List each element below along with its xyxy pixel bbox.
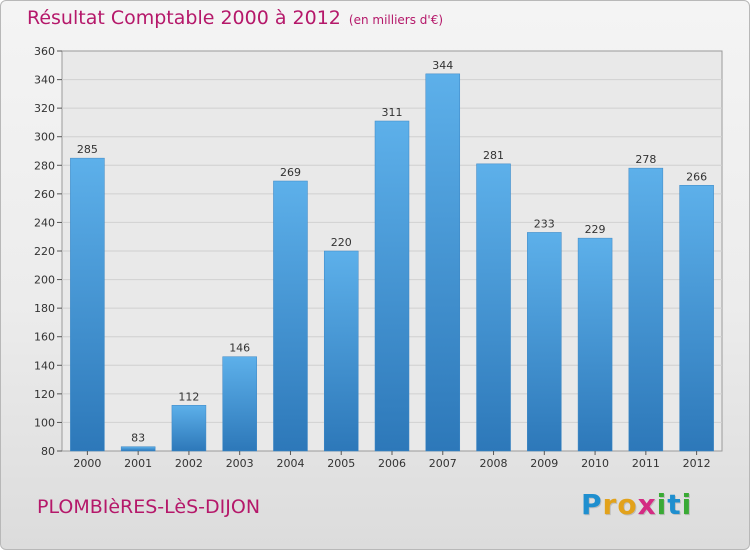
logo-letter: r <box>602 488 618 521</box>
bar-2003 <box>222 356 257 452</box>
x-tick-label-2005: 2005 <box>327 457 355 470</box>
data-label-2010: 229 <box>585 223 606 236</box>
logo-letter: t <box>667 488 682 521</box>
x-tick-label-2009: 2009 <box>530 457 558 470</box>
x-tick-label-2002: 2002 <box>175 457 203 470</box>
x-tick-label-2004: 2004 <box>276 457 304 470</box>
data-label-2004: 269 <box>280 166 301 179</box>
bar-2009 <box>527 232 562 452</box>
y-tick-label: 180 <box>34 302 55 315</box>
bar-2000 <box>70 157 105 452</box>
bar-2011 <box>628 167 664 452</box>
bar-2007 <box>425 73 461 452</box>
bars <box>70 73 714 452</box>
bar-2010 <box>577 237 613 452</box>
data-label-2007: 344 <box>432 59 453 72</box>
y-tick-label: 360 <box>34 45 55 58</box>
x-tick-label-2001: 2001 <box>124 457 152 470</box>
x-axis-ticks: 2000 2001 2002 2003 2004 2005 2006 2007 2008 2009… <box>73 451 711 470</box>
y-tick-label: 120 <box>34 388 55 401</box>
x-tick-label-2008: 2008 <box>480 457 508 470</box>
bar-2004 <box>273 180 308 452</box>
y-tick-label: 80 <box>41 445 55 458</box>
bar-2006 <box>374 120 410 452</box>
title-text: Résultat Comptable 2000 à 2012 <box>27 7 341 29</box>
y-tick-label: 200 <box>34 274 55 287</box>
chart-subtitle: (en milliers d'€) <box>348 13 444 27</box>
logo-letter: x <box>637 488 657 521</box>
y-tick-label: 100 <box>34 416 55 429</box>
data-label-2006: 311 <box>382 106 403 119</box>
x-tick-label-2007: 2007 <box>429 457 457 470</box>
y-tick-label: 240 <box>34 216 55 229</box>
x-tick-label-2006: 2006 <box>378 457 406 470</box>
x-tick-label-2011: 2011 <box>632 457 660 470</box>
logo-letter: i <box>656 488 668 521</box>
bar-2012 <box>679 185 714 452</box>
data-label-2011: 278 <box>635 153 656 166</box>
logo-letter: o <box>617 488 638 521</box>
y-tick-label: 160 <box>34 331 55 344</box>
y-tick-label: 140 <box>34 359 55 372</box>
y-tick-label: 340 <box>34 74 55 87</box>
data-label-2002: 112 <box>178 390 199 403</box>
y-tick-label: 220 <box>34 245 55 258</box>
data-label-2005: 220 <box>331 236 352 249</box>
chart-title: Résultat Comptable 2000 à 2012 (en millie… <box>27 7 443 29</box>
town-name: PLOMBIèRES-LèS-DIJON <box>37 496 261 518</box>
data-label-2003: 146 <box>229 342 250 355</box>
x-tick-label-2003: 2003 <box>226 457 254 470</box>
logo-letter: P <box>581 488 603 521</box>
bar-2001 <box>120 446 156 452</box>
data-label-2012: 266 <box>686 170 707 183</box>
data-label-2000: 285 <box>77 143 98 156</box>
bar-2002 <box>171 405 207 452</box>
data-label-2008: 281 <box>483 149 504 162</box>
x-tick-label-2010: 2010 <box>581 457 609 470</box>
logo-letter: i <box>681 488 693 521</box>
data-labels: 285 83 112 146 269 220 311 344 281 233 229 278 266 <box>77 59 707 445</box>
y-tick-label: 320 <box>34 102 55 115</box>
bar-2005 <box>323 250 359 452</box>
data-label-2001: 83 <box>131 432 145 445</box>
y-tick-label: 300 <box>34 131 55 144</box>
y-tick-label: 280 <box>34 159 55 172</box>
proxiti-logo: Proxiti <box>581 488 692 521</box>
bar-2008 <box>476 163 511 452</box>
y-axis-ticks: 80 100 120 140 160 180 200 220 240 260 280 300 320 34… <box>34 45 62 458</box>
y-tick-label: 260 <box>34 188 55 201</box>
data-label-2009: 233 <box>534 217 555 230</box>
x-tick-label-2012: 2012 <box>683 457 711 470</box>
x-tick-label-2000: 2000 <box>73 457 101 470</box>
